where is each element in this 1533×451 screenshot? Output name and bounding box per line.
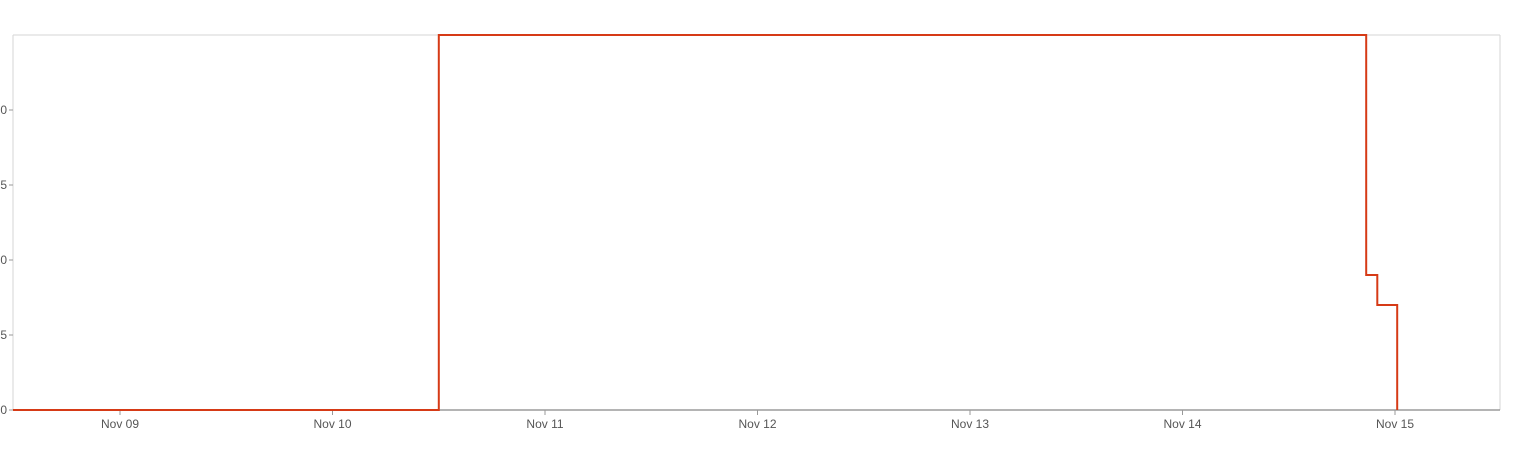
y-axis-ticks: 0 5 0 5 0 [0, 103, 13, 417]
x-tick-label: Nov 12 [738, 417, 776, 431]
y-tick-label: 0 [0, 403, 7, 417]
y-tick-label: 0 [0, 253, 7, 267]
series-layer [13, 34, 1399, 411]
x-tick-label: Nov 11 [526, 417, 563, 431]
x-tick-label: Nov 15 [1376, 417, 1414, 431]
y-tick-label: 5 [0, 328, 7, 342]
x-axis-ticks: Nov 09 Nov 10 Nov 11 Nov 12 Nov 13 Nov 14 Nov … [101, 410, 1414, 431]
series-line-0 [13, 34, 1399, 411]
x-tick-label: Nov 14 [1163, 417, 1201, 431]
y-tick-label: 0 [0, 103, 7, 117]
x-tick-label: Nov 13 [951, 417, 989, 431]
y-tick-label: 5 [0, 178, 7, 192]
x-tick-label: Nov 10 [313, 417, 351, 431]
plot-frame [12, 34, 1501, 411]
x-tick-label: Nov 09 [101, 417, 139, 431]
